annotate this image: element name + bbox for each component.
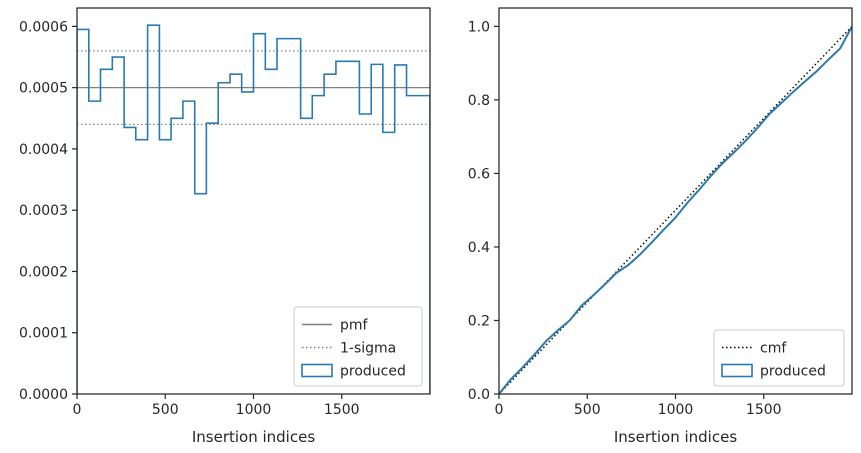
legend-box xyxy=(293,306,423,387)
y-tick-label: 0.0005 xyxy=(19,81,68,97)
x-tick-label: 500 xyxy=(152,402,179,418)
legend-label-pmf: pmf xyxy=(340,318,369,334)
legend-swatch-produced xyxy=(301,363,333,378)
y-tick-label: 0.8 xyxy=(468,93,490,109)
legend-label-1-sigma: 1-sigma xyxy=(340,341,396,357)
y-tick-label: 0.6 xyxy=(468,166,490,182)
legend: cmf produced xyxy=(713,329,845,387)
legend-box xyxy=(713,329,845,387)
legend-label-cmf: cmf xyxy=(760,341,787,357)
series-produced xyxy=(499,25,852,394)
y-tick-label: 0.4 xyxy=(468,240,490,256)
x-tick-label: 1500 xyxy=(746,402,782,418)
legend-label-produced: produced xyxy=(760,364,826,380)
y-tick-label: 0.0004 xyxy=(19,142,68,158)
y-tick-label: 1.0 xyxy=(468,19,490,35)
y-tick-label: 0.0000 xyxy=(19,387,68,403)
x-tick-label: 0 xyxy=(495,402,504,418)
y-tick-label: 0.0002 xyxy=(19,264,68,280)
series-cmf xyxy=(499,25,852,394)
y-tick-label: 0.0003 xyxy=(19,203,68,219)
y-tick-label: 0.0006 xyxy=(19,19,68,35)
legend-label-produced: produced xyxy=(340,364,406,380)
plot-contents xyxy=(77,24,430,394)
x-tick-label: 1000 xyxy=(236,402,272,418)
y-tick-label: 0.0001 xyxy=(19,326,68,342)
chart-panel-1: 0 500 1000 1500 0.0000 0.0001 0.0002 0.0003 0.00… xyxy=(19,7,431,446)
y-tick-label: 0.2 xyxy=(468,313,490,329)
x-tick-label: 1000 xyxy=(658,402,694,418)
x-tick-label: 1500 xyxy=(324,402,360,418)
legend: pmf 1-sigma produced xyxy=(293,306,423,387)
series-produced xyxy=(77,24,430,394)
x-axis-label: Insertion indices xyxy=(614,428,737,446)
x-tick-label: 500 xyxy=(574,402,601,418)
y-tick-label: 0.0 xyxy=(468,387,490,403)
x-tick-label: 0 xyxy=(73,402,82,418)
plot-contents xyxy=(499,25,852,394)
legend-swatch-produced xyxy=(721,363,753,378)
x-axis-label: Insertion indices xyxy=(192,428,315,446)
chart-panel-2: 0 500 1000 1500 0.0 0.2 0.4 0.6 0.8 1.0 Insertion … xyxy=(468,7,853,446)
